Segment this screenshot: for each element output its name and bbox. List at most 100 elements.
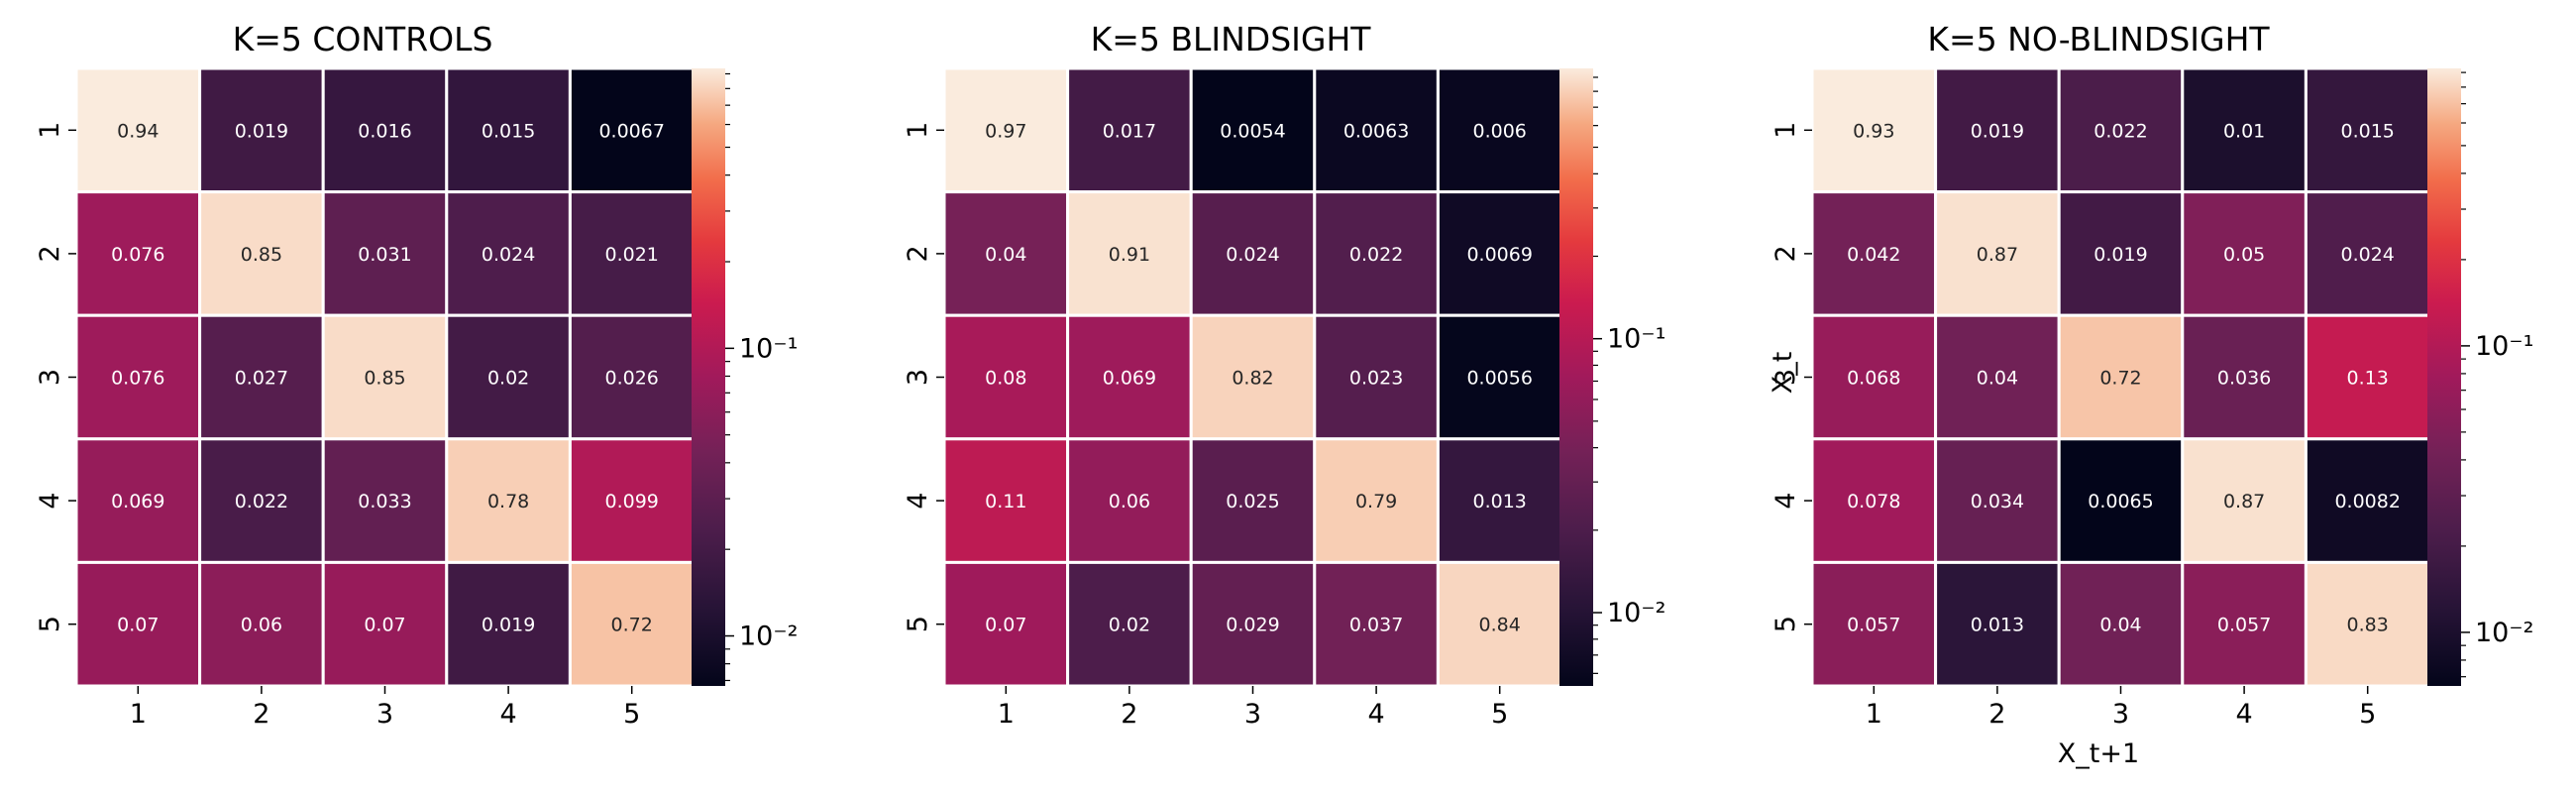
- colorbar-gradient: [692, 68, 725, 686]
- colorbar-tick-label: 10⁻¹: [739, 333, 798, 364]
- cell-value-label: 0.07: [364, 615, 405, 636]
- cell-value-label: 0.0054: [1220, 120, 1285, 142]
- cell-value-label: 0.07: [985, 615, 1026, 636]
- cell-value-label: 0.01: [2223, 120, 2265, 142]
- heatmap-cell: [1066, 313, 1193, 441]
- y-tick-label: 1: [1771, 122, 1801, 139]
- x-tick-label: 3: [376, 699, 393, 730]
- cell-value-label: 0.83: [2347, 615, 2389, 636]
- heatmap-cell: [1436, 190, 1563, 317]
- cell-value-label: 0.029: [1226, 615, 1279, 636]
- cell-value-label: 0.025: [1226, 491, 1279, 512]
- heatmap-cell: [1313, 437, 1440, 564]
- panel-1-colorbar: 10⁻² 10⁻¹: [692, 68, 798, 686]
- cell-value-label: 0.06: [241, 615, 282, 636]
- panel-3-x-ticks: 1 2 3 4 5: [1866, 686, 2376, 730]
- cell-value-label: 0.042: [1847, 244, 1900, 266]
- heatmap-cell: [1189, 437, 1317, 564]
- cell-value-label: 0.84: [1479, 615, 1521, 636]
- heatmap-cell: [942, 560, 1070, 688]
- cell-value-label: 0.06: [1109, 491, 1150, 512]
- x-tick-label: 3: [2112, 699, 2129, 730]
- cell-value-label: 0.0065: [2088, 491, 2153, 512]
- colorbar-tick-label: 10⁻²: [1607, 598, 1665, 628]
- x-tick-label: 5: [623, 699, 640, 730]
- cell-value-label: 0.017: [1103, 120, 1156, 142]
- colorbar-gradient: [2427, 68, 2461, 686]
- x-tick-label: 4: [1368, 699, 1385, 730]
- colorbar-tick-label: 10⁻¹: [1607, 324, 1665, 355]
- y-tick-label: 2: [903, 245, 933, 262]
- x-tick-label: 5: [1491, 699, 1508, 730]
- y-tick-label: 1: [35, 122, 65, 139]
- heatmap-cell: [1189, 560, 1317, 688]
- cell-value-label: 0.013: [1971, 615, 2024, 636]
- heatmap-cell: [74, 560, 202, 688]
- panel-3: K=5 NO-BLINDSIGHT 0.93 0.019 0.022 0.01 0.01…: [1768, 20, 2533, 769]
- cell-value-label: 0.023: [1349, 368, 1403, 390]
- cell-value-label: 0.076: [111, 244, 164, 266]
- heatmap-cell: [568, 190, 696, 317]
- cell-value-label: 0.099: [604, 491, 658, 512]
- heatmap-cell: [321, 560, 449, 688]
- x-tick-label: 3: [1244, 699, 1261, 730]
- panel-3-y-axis-label: X_t: [1768, 352, 1798, 395]
- heatmap-cell: [2304, 560, 2431, 688]
- y-tick-label: 2: [35, 245, 65, 262]
- heatmap-cell: [445, 313, 572, 441]
- panel-2-colorbar: 10⁻² 10⁻¹: [1559, 68, 1665, 686]
- x-tick-label: 4: [2236, 699, 2253, 730]
- cell-value-label: 0.05: [2223, 244, 2265, 266]
- cell-value-label: 0.068: [1847, 368, 1900, 390]
- cell-value-label: 0.11: [985, 491, 1026, 512]
- y-tick-label: 5: [1771, 616, 1801, 632]
- colorbar-tick-label: 10⁻²: [739, 622, 798, 652]
- cell-value-label: 0.069: [111, 491, 164, 512]
- cell-value-label: 0.0056: [1466, 368, 1532, 390]
- heatmap-cell: [321, 190, 449, 317]
- cell-value-label: 0.057: [1847, 615, 1900, 636]
- heatmap-cell: [1934, 560, 2061, 688]
- cell-value-label: 0.02: [1109, 615, 1150, 636]
- heatmap-cell: [198, 313, 325, 441]
- colorbar-gradient: [1559, 68, 1593, 686]
- cell-value-label: 0.91: [1109, 244, 1150, 266]
- panel-3-heatmap: 0.93 0.019 0.022 0.01 0.015 0.042 0.87 0.019 0.0…: [1810, 66, 2431, 688]
- panel-3-y-ticks: 1 2 3 4 5: [1771, 122, 1812, 632]
- y-tick-label: 1: [903, 122, 933, 139]
- cell-value-label: 0.069: [1103, 368, 1156, 390]
- heatmap-cell: [568, 437, 696, 564]
- heatmap-cell: [2057, 313, 2185, 441]
- cell-value-label: 0.04: [985, 244, 1026, 266]
- x-tick-label: 1: [130, 699, 147, 730]
- heatmap-cell: [198, 437, 325, 564]
- cell-value-label: 0.93: [1853, 120, 1894, 142]
- cell-value-label: 0.87: [1977, 244, 2018, 266]
- panel-2-heatmap: 0.97 0.017 0.0054 0.0063 0.006 0.04 0.91 0.024 0…: [942, 66, 1563, 688]
- y-tick-label: 4: [1771, 493, 1801, 510]
- cell-value-label: 0.04: [1977, 368, 2018, 390]
- cell-value-label: 0.08: [985, 368, 1026, 390]
- cell-value-label: 0.027: [235, 368, 288, 390]
- cell-value-label: 0.72: [2099, 368, 2141, 390]
- cell-value-label: 0.019: [1971, 120, 2024, 142]
- heatmap-cell: [1810, 437, 1938, 564]
- cell-value-label: 0.0082: [2334, 491, 2400, 512]
- y-tick-label: 4: [903, 493, 933, 510]
- heatmap-cell: [2057, 437, 2185, 564]
- y-tick-label: 3: [1771, 369, 1801, 386]
- y-tick-label: 4: [35, 493, 65, 510]
- panel-1: K=5 CONTROLS 0.94 0.019 0.016 0.015 0.00670.…: [35, 20, 798, 730]
- heatmap-cell: [1313, 66, 1440, 194]
- heatmap-cell: [198, 560, 325, 688]
- cell-value-label: 0.85: [241, 244, 282, 266]
- cell-value-label: 0.031: [358, 244, 411, 266]
- heatmap-cell: [1189, 66, 1317, 194]
- cell-value-label: 0.97: [985, 120, 1026, 142]
- heatmap-cell: [2057, 190, 2185, 317]
- cell-value-label: 0.015: [2340, 120, 2394, 142]
- cell-value-label: 0.07: [117, 615, 159, 636]
- y-tick-label: 5: [903, 616, 933, 632]
- cell-value-label: 0.006: [1472, 120, 1526, 142]
- y-tick-label: 3: [903, 369, 933, 386]
